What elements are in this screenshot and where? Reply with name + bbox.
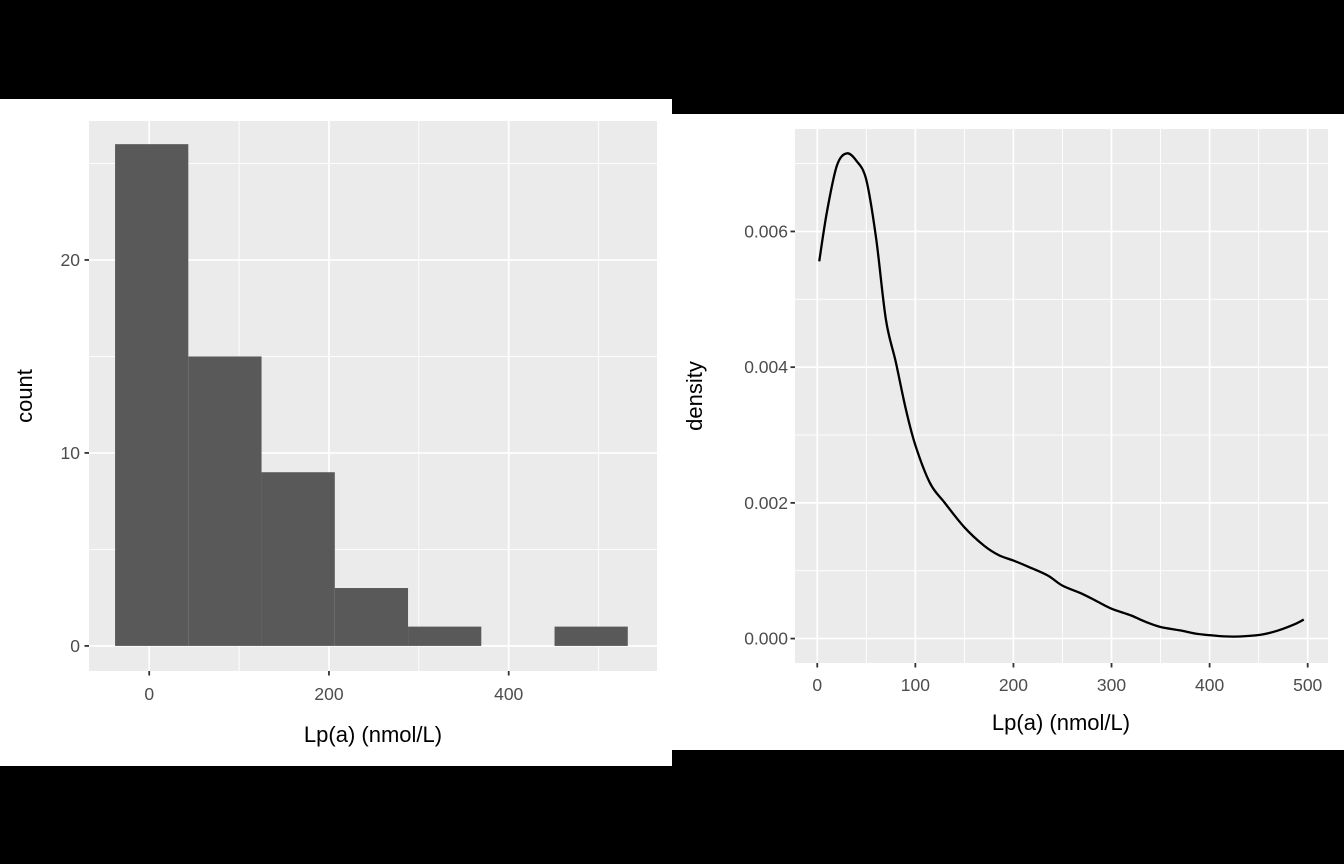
x-tick-label: 0: [144, 684, 154, 704]
x-tick-label: 200: [314, 684, 343, 704]
histogram-figure: 0 200 400 0 10 20 count Lp(a) (nmol/L): [0, 99, 672, 766]
plot-panel: [795, 129, 1328, 663]
x-tick-label: 100: [901, 675, 930, 695]
y-tick-label: 10: [61, 443, 81, 463]
y-tick-label: 20: [61, 250, 81, 270]
y-tick-label: 0.000: [744, 629, 788, 649]
density-curve: [818, 152, 1305, 638]
x-tick-label: 400: [1195, 675, 1224, 695]
histogram-x-axis-title: Lp(a) (nmol/L): [303, 722, 443, 747]
x-tick-label: 500: [1293, 675, 1322, 695]
histogram-bar: [261, 472, 335, 646]
histogram-bar: [188, 356, 262, 646]
x-tick-label: 0: [812, 675, 822, 695]
density-plot: 0 100 200 300 400 500 0.000 0.002 0.004 0.006: [744, 129, 1328, 695]
y-tick-label: 0: [70, 636, 80, 656]
x-tick-label: 400: [494, 684, 523, 704]
y-tick-label: 0.006: [744, 221, 788, 241]
histogram-bar: [554, 626, 628, 646]
density-figure: 0 100 200 300 400 500 0.000 0.002 0.004 0.006 den…: [672, 114, 1344, 750]
y-tick-label: 0.002: [744, 493, 788, 513]
histogram-bar: [408, 626, 482, 646]
density-y-axis-title: density: [682, 361, 707, 431]
histogram-bar: [115, 144, 189, 646]
x-tick-label: 200: [999, 675, 1028, 695]
x-tick-label: 300: [1097, 675, 1126, 695]
density-x-axis-title: Lp(a) (nmol/L): [991, 710, 1131, 735]
histogram-plot: 0 200 400 0 10 20: [61, 121, 657, 704]
histogram-y-axis-title: count: [12, 369, 37, 423]
y-tick-label: 0.004: [744, 357, 788, 377]
histogram-bar: [334, 588, 409, 646]
